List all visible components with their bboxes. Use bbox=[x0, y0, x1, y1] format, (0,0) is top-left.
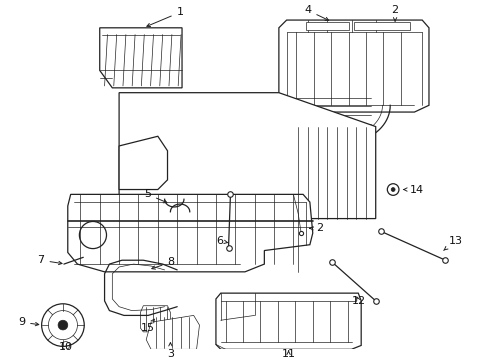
Circle shape bbox=[58, 320, 68, 330]
Text: 13: 13 bbox=[443, 236, 461, 251]
Circle shape bbox=[390, 188, 394, 192]
Text: 10: 10 bbox=[59, 342, 73, 352]
Text: 5: 5 bbox=[144, 189, 166, 203]
Text: 8: 8 bbox=[151, 257, 174, 269]
Text: 11: 11 bbox=[281, 349, 295, 359]
Polygon shape bbox=[305, 22, 348, 30]
Text: 7: 7 bbox=[37, 255, 62, 265]
Polygon shape bbox=[140, 306, 170, 332]
Text: 15: 15 bbox=[141, 319, 155, 333]
Text: 3: 3 bbox=[166, 343, 174, 359]
Text: 2: 2 bbox=[391, 5, 398, 21]
Text: 4: 4 bbox=[304, 5, 328, 21]
Text: 6: 6 bbox=[216, 236, 228, 246]
Polygon shape bbox=[100, 28, 182, 88]
Text: 1: 1 bbox=[146, 7, 183, 27]
Polygon shape bbox=[216, 293, 361, 349]
Polygon shape bbox=[278, 20, 428, 112]
Polygon shape bbox=[119, 93, 375, 219]
Text: 2: 2 bbox=[309, 223, 322, 233]
Text: 9: 9 bbox=[18, 317, 39, 327]
Polygon shape bbox=[68, 194, 312, 272]
Polygon shape bbox=[119, 136, 167, 189]
Text: 12: 12 bbox=[351, 296, 365, 306]
Text: 14: 14 bbox=[403, 185, 423, 194]
Polygon shape bbox=[354, 22, 409, 30]
Polygon shape bbox=[146, 315, 199, 349]
